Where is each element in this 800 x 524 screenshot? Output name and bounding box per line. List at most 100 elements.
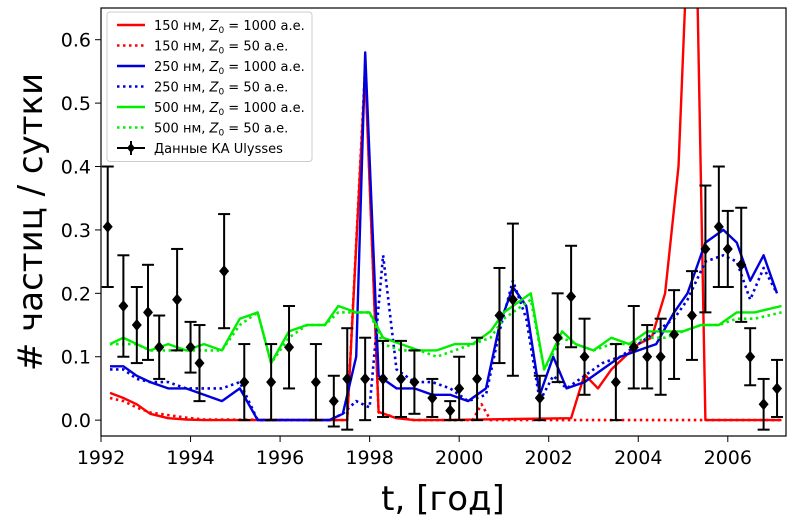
diamond-marker — [219, 265, 230, 278]
legend-swatch-marker — [127, 143, 135, 153]
data-point-ulysses — [506, 222, 519, 377]
legend-label-var: Z — [209, 101, 220, 116]
legend-entry: 150 нм, Z0 = 50 а.е. — [117, 40, 288, 57]
legend-label-var: Z — [209, 60, 220, 75]
legend-label-subscript: 0 — [218, 129, 224, 139]
legend-entry: Данные КА Ulysses — [117, 141, 283, 157]
data-point-ulysses — [654, 317, 667, 396]
legend-label-rest: = 50 а.е. — [224, 81, 288, 96]
diamond-marker — [494, 309, 505, 322]
data-point-ulysses — [193, 324, 206, 403]
data-point-ulysses — [757, 377, 770, 431]
y-tick-label: 0.3 — [61, 220, 91, 242]
data-point-ulysses — [377, 339, 390, 418]
legend-label-rest: = 50 а.е. — [224, 122, 288, 137]
diamond-marker — [579, 350, 590, 363]
data-point-ulysses — [341, 327, 354, 431]
legend-label-subscript: 0 — [218, 26, 224, 36]
diamond-marker — [736, 258, 747, 271]
data-point-ulysses — [533, 374, 546, 422]
y-axis: 0.0 0.1 0.2 0.3 0.4 0.5 0.6 — [61, 30, 101, 432]
legend-label-var: Z — [209, 19, 220, 34]
x-tick-label: 2004 — [614, 447, 662, 469]
diamond-marker — [745, 350, 756, 363]
legend-label: 250 нм, Z0 = 50 а.е. — [154, 81, 288, 98]
diamond-marker — [143, 306, 154, 319]
x-tick-label: 1996 — [256, 447, 304, 469]
series-line-0 — [109, 8, 782, 422]
y-tick-label: 0.6 — [61, 30, 91, 52]
data-point-ulysses — [471, 336, 484, 422]
data-point-ulysses — [565, 244, 578, 349]
diamond-marker — [194, 357, 205, 370]
legend-label-subscript: 0 — [218, 67, 224, 77]
data-point-ulysses — [238, 343, 251, 422]
diamond-marker — [310, 376, 321, 389]
data-point-ulysses — [265, 343, 278, 422]
data-point-ulysses — [627, 305, 640, 390]
x-tick-label: 1994 — [166, 447, 214, 469]
diamond-marker — [154, 341, 165, 354]
data-point-ulysses — [184, 320, 197, 374]
data-point-ulysses — [685, 270, 698, 361]
diamond-marker — [642, 350, 653, 363]
diamond-marker — [172, 293, 183, 306]
diamond-marker — [185, 341, 196, 354]
x-tick-label: 2002 — [525, 447, 573, 469]
diamond-marker — [713, 220, 724, 233]
data-point-ulysses — [551, 292, 564, 384]
y-tick-label: 0.2 — [61, 283, 91, 305]
x-tick-label: 1992 — [77, 447, 125, 469]
legend-label: Данные КА Ulysses — [154, 142, 283, 157]
series-layer — [101, 8, 784, 431]
diamond-marker — [686, 309, 697, 322]
y-tick-label: 0.1 — [61, 347, 91, 369]
data-point-ulysses — [578, 317, 591, 396]
data-point-ulysses — [744, 327, 757, 387]
data-point-ulysses — [171, 247, 184, 352]
legend-label-subscript: 0 — [218, 88, 224, 98]
data-point-ulysses — [101, 165, 114, 288]
diamond-marker — [409, 376, 420, 389]
data-point-ulysses — [699, 184, 712, 314]
legend-label-var: Z — [209, 122, 220, 137]
legend-label: 150 нм, Z0 = 50 а.е. — [154, 40, 288, 57]
diamond-marker — [472, 372, 483, 385]
data-point-ulysses — [408, 349, 421, 415]
data-point-ulysses — [609, 343, 622, 422]
x-tick-label: 2006 — [704, 447, 752, 469]
diamond-marker — [566, 290, 577, 303]
legend-label-main: 250 нм, — [154, 60, 210, 75]
diamond-marker — [669, 328, 680, 341]
diamond-marker — [328, 395, 339, 408]
diamond-marker — [534, 391, 545, 404]
diamond-marker — [342, 372, 353, 385]
diamond-marker — [395, 372, 406, 385]
legend-label-main: 150 нм, — [154, 19, 210, 34]
data-point-ulysses — [668, 289, 681, 380]
legend-label-rest: = 1000 а.е. — [224, 60, 305, 75]
legend-label: 150 нм, Z0 = 1000 а.е. — [154, 19, 305, 36]
diamond-marker — [758, 398, 769, 411]
data-point-ulysses — [771, 358, 784, 418]
legend-label-main: 500 нм, — [154, 101, 210, 116]
data-point-ulysses — [153, 314, 166, 380]
x-axis: 1992 1994 1996 1998 2000 2002 2004 2006 — [77, 436, 752, 469]
y-tick-label: 0.4 — [61, 157, 91, 179]
data-point-ulysses — [641, 324, 654, 390]
data-point-ulysses — [394, 339, 407, 418]
legend-entry: 500 нм, Z0 = 1000 а.е. — [117, 101, 305, 118]
diamond-marker — [284, 341, 295, 354]
legend-label-var: Z — [209, 40, 220, 55]
diamond-marker — [266, 376, 277, 389]
data-point-ulysses — [117, 254, 130, 358]
diamond-marker — [722, 242, 733, 255]
diamond-marker — [772, 382, 783, 395]
legend-label-subscript: 0 — [218, 47, 224, 57]
legend-entry: 500 нм, Z0 = 50 а.е. — [117, 122, 288, 139]
data-point-ulysses — [218, 213, 231, 330]
diamond-marker — [239, 376, 250, 389]
diamond-marker — [507, 293, 518, 306]
legend-label-rest: = 1000 а.е. — [224, 101, 305, 116]
